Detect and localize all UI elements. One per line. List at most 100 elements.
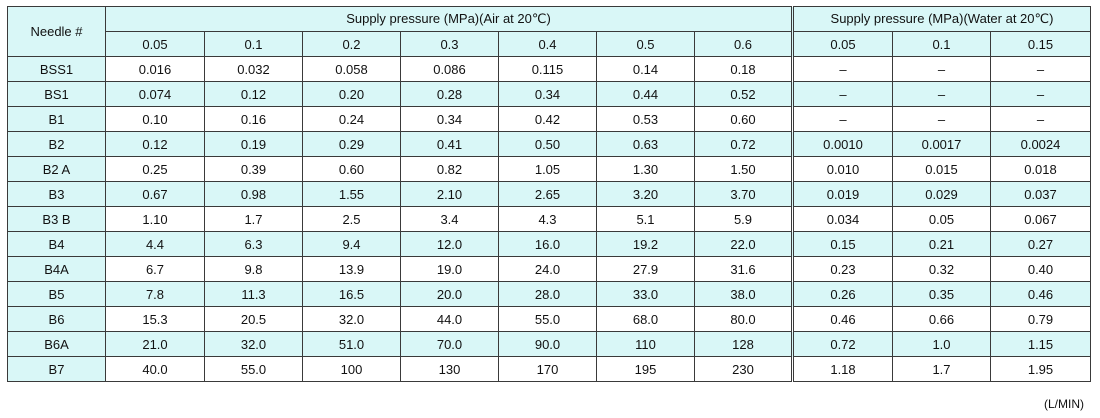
table-row: B3 B 1.10 1.7 2.5 3.4 4.3 5.1 5.9 0.034 0.05 0.067: [7, 206, 1091, 232]
water-flow-cell: 0.23: [791, 256, 893, 282]
table-body: BSS1 0.016 0.032 0.058 0.086 0.115 0.14 0.18– – –…: [7, 56, 1091, 382]
air-flow-cell: 21.0: [105, 331, 205, 357]
air-flow-cell: 22.0: [694, 231, 793, 257]
water-flow-cell: 0.46: [791, 306, 893, 332]
air-pressure-col-header: 0.1: [204, 31, 303, 57]
water-flow-cell: 1.95: [990, 356, 1091, 382]
air-flow-cell: 0.82: [400, 156, 499, 182]
water-pressure-col-header: 0.05: [791, 31, 893, 57]
air-pressure-col-header: 0.3: [400, 31, 499, 57]
air-flow-cell: 13.9: [302, 256, 401, 282]
air-pressure-col-header: 0.05: [105, 31, 205, 57]
needle-cell: B6: [7, 306, 106, 332]
needle-header: Needle #: [7, 6, 106, 57]
air-flow-cell: 0.42: [498, 106, 597, 132]
air-flow-cell: 55.0: [498, 306, 597, 332]
water-pressure-col-header: 0.15: [990, 31, 1091, 57]
flow-rate-table: Needle # Supply pressure (MPa)(Air at 20…: [7, 6, 1091, 382]
air-flow-cell: 68.0: [596, 306, 695, 332]
air-flow-cell: 19.0: [400, 256, 499, 282]
air-flow-cell: 7.8: [105, 281, 205, 307]
table-row: B1 0.10 0.16 0.24 0.34 0.42 0.53 0.60– – –: [7, 106, 1091, 132]
air-flow-cell: 11.3: [204, 281, 303, 307]
needle-cell: B4A: [7, 256, 106, 282]
air-flow-cell: 31.6: [694, 256, 793, 282]
air-flow-cell: 55.0: [204, 356, 303, 382]
air-flow-cell: 0.086: [400, 56, 499, 82]
air-flow-cell: 16.0: [498, 231, 597, 257]
water-flow-cell: –: [892, 56, 991, 82]
air-flow-cell: 1.55: [302, 181, 401, 207]
air-flow-cell: 32.0: [204, 331, 303, 357]
water-flow-cell: 0.067: [990, 206, 1091, 232]
air-flow-cell: 2.65: [498, 181, 597, 207]
water-flow-cell: 1.0: [892, 331, 991, 357]
water-pressure-header: Supply pressure (MPa)(Water at 20℃): [791, 6, 1091, 32]
air-pressure-col-header: 0.4: [498, 31, 597, 57]
table-row: B4 4.4 6.3 9.4 12.0 16.0 19.2 22.0 0.15 0.21 0.27: [7, 231, 1091, 257]
air-flow-cell: 1.10: [105, 206, 205, 232]
air-flow-cell: 5.1: [596, 206, 695, 232]
air-flow-cell: 0.39: [204, 156, 303, 182]
air-flow-cell: 0.24: [302, 106, 401, 132]
air-flow-cell: 80.0: [694, 306, 793, 332]
air-flow-cell: 170: [498, 356, 597, 382]
water-flow-cell: 0.0017: [892, 131, 991, 157]
air-flow-cell: 0.50: [498, 131, 597, 157]
air-pressure-col-header: 0.6: [694, 31, 793, 57]
air-flow-cell: 15.3: [105, 306, 205, 332]
needle-cell: B3: [7, 181, 106, 207]
water-flow-cell: 0.26: [791, 281, 893, 307]
water-flow-cell: 0.40: [990, 256, 1091, 282]
air-flow-cell: 0.67: [105, 181, 205, 207]
air-flow-cell: 0.074: [105, 81, 205, 107]
air-flow-cell: 38.0: [694, 281, 793, 307]
air-flow-cell: 0.63: [596, 131, 695, 157]
air-flow-cell: 24.0: [498, 256, 597, 282]
air-flow-cell: 0.60: [302, 156, 401, 182]
water-flow-cell: –: [892, 106, 991, 132]
water-flow-cell: 0.018: [990, 156, 1091, 182]
water-flow-cell: 0.029: [892, 181, 991, 207]
water-flow-cell: 0.034: [791, 206, 893, 232]
water-flow-cell: –: [990, 81, 1091, 107]
water-pressure-col-header: 0.1: [892, 31, 991, 57]
water-flow-cell: 0.35: [892, 281, 991, 307]
water-flow-cell: –: [791, 56, 893, 82]
water-flow-cell: 0.0024: [990, 131, 1091, 157]
water-flow-cell: 0.66: [892, 306, 991, 332]
water-flow-cell: 0.27: [990, 231, 1091, 257]
air-flow-cell: 0.016: [105, 56, 205, 82]
air-flow-cell: 0.25: [105, 156, 205, 182]
needle-cell: BSS1: [7, 56, 106, 82]
table-row: B5 7.8 11.3 16.5 20.0 28.0 33.0 38.0 0.26 0.35 0.4…: [7, 281, 1091, 307]
flow-table-container: Needle # Supply pressure (MPa)(Air at 20…: [7, 6, 1091, 382]
water-flow-cell: 0.79: [990, 306, 1091, 332]
air-pressure-col-header: 0.5: [596, 31, 695, 57]
air-flow-cell: 0.41: [400, 131, 499, 157]
air-flow-cell: 0.72: [694, 131, 793, 157]
air-flow-cell: 16.5: [302, 281, 401, 307]
air-flow-cell: 6.7: [105, 256, 205, 282]
air-flow-cell: 0.20: [302, 81, 401, 107]
air-flow-cell: 32.0: [302, 306, 401, 332]
air-flow-cell: 19.2: [596, 231, 695, 257]
table-row: B2 A 0.25 0.39 0.60 0.82 1.05 1.30 1.50 0.010 0.0…: [7, 156, 1091, 182]
air-flow-cell: 0.10: [105, 106, 205, 132]
water-flow-cell: –: [791, 81, 893, 107]
table-row: B2 0.12 0.19 0.29 0.41 0.50 0.63 0.72 0.0010 0.00…: [7, 131, 1091, 157]
table-row: B6A 21.0 32.0 51.0 70.0 90.0 110 128 0.72 1.0 1.15: [7, 331, 1091, 357]
air-flow-cell: 9.8: [204, 256, 303, 282]
air-flow-cell: 0.18: [694, 56, 793, 82]
air-flow-cell: 0.115: [498, 56, 597, 82]
needle-cell: B1: [7, 106, 106, 132]
table-row: B4A 6.7 9.8 13.9 19.0 24.0 27.9 31.6 0.23 0.32 0.4…: [7, 256, 1091, 282]
needle-cell: B3 B: [7, 206, 106, 232]
air-flow-cell: 3.70: [694, 181, 793, 207]
air-flow-cell: 20.0: [400, 281, 499, 307]
air-flow-cell: 12.0: [400, 231, 499, 257]
air-flow-cell: 20.5: [204, 306, 303, 332]
needle-cell: B2 A: [7, 156, 106, 182]
air-flow-cell: 44.0: [400, 306, 499, 332]
water-flow-cell: 0.015: [892, 156, 991, 182]
